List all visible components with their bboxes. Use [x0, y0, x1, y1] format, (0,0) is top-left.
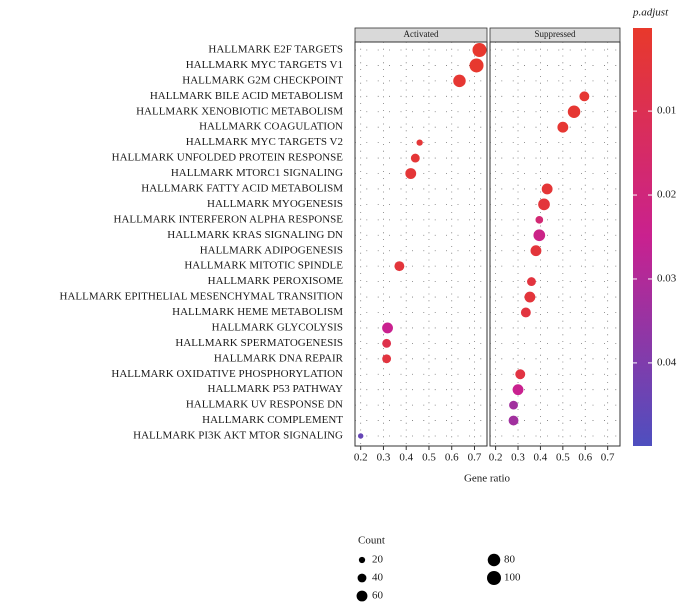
x-tick-label: 0.6: [578, 452, 592, 464]
category-label: HALLMARK E2F TARGETS: [208, 44, 343, 56]
category-label: HALLMARK COAGULATION: [199, 121, 343, 133]
panel-border: [354, 41, 488, 447]
category-label: HALLMARK GLYCOLYSIS: [212, 321, 343, 333]
dot: [520, 307, 531, 318]
category-label: HALLMARK XENOBIOTIC METABOLISM: [136, 105, 343, 117]
dot: [405, 168, 417, 179]
category-label: HALLMARK P53 PATHWAY: [208, 383, 344, 395]
colorbar-label: 0.01: [657, 105, 676, 117]
dot: [508, 415, 519, 426]
dot: [382, 322, 393, 334]
colorbar-label: 0.02: [657, 189, 676, 201]
category-label: HALLMARK COMPLEMENT: [202, 414, 343, 426]
size-legend-label: 100: [504, 572, 521, 584]
x-tick-label: 0.3: [377, 452, 391, 464]
x-tick-label: 0.5: [422, 452, 436, 464]
x-tick-label: 0.6: [445, 452, 459, 464]
dot: [382, 338, 392, 348]
size-legend-title: Count: [358, 535, 385, 547]
colorbar-label: 0.03: [657, 272, 677, 284]
dot: [515, 369, 526, 380]
dot: [512, 384, 524, 396]
x-tick-label: 0.5: [556, 452, 570, 464]
dot: [357, 433, 364, 439]
x-tick-label: 0.4: [399, 452, 413, 464]
category-label: HALLMARK PI3K AKT MTOR SIGNALING: [133, 430, 343, 442]
category-label: HALLMARK DNA REPAIR: [214, 352, 344, 364]
dot: [527, 277, 536, 287]
size-legend-label: 40: [372, 572, 384, 584]
category-label: HALLMARK KRAS SIGNALING DN: [167, 229, 343, 241]
size-legend-label: 20: [372, 554, 384, 566]
strip-label: Activated: [404, 29, 439, 39]
dot: [535, 216, 544, 224]
size-legend-dot: [487, 571, 501, 585]
category-label: HALLMARK MYOGENESIS: [207, 198, 343, 210]
category-label: HALLMARK ADIPOGENESIS: [200, 244, 343, 256]
dot: [567, 105, 581, 119]
size-legend-dot: [357, 573, 367, 583]
dot: [410, 153, 420, 163]
category-label: HALLMARK EPITHELIAL MESENCHYMAL TRANSITI…: [60, 291, 343, 303]
category-label: HALLMARK HEME METABOLISM: [172, 306, 343, 318]
dot: [530, 245, 542, 257]
colorbar-label: 0.04: [657, 356, 677, 368]
panel-border: [489, 41, 621, 447]
dot: [557, 121, 569, 133]
dot: [509, 400, 518, 410]
dot: [472, 43, 487, 57]
dot: [394, 261, 405, 272]
x-tick-label: 0.3: [511, 452, 525, 464]
x-tick-label: 0.7: [601, 452, 615, 464]
x-tick-label: 0.4: [534, 452, 548, 464]
category-label: HALLMARK BILE ACID METABOLISM: [150, 90, 343, 102]
category-label: HALLMARK G2M CHECKPOINT: [182, 74, 343, 86]
category-label: HALLMARK SPERMATOGENESIS: [175, 337, 343, 349]
dot: [453, 74, 466, 88]
size-legend-label: 80: [504, 554, 516, 566]
dot: [416, 139, 423, 146]
strip-label: Suppressed: [535, 29, 576, 39]
category-label: HALLMARK MTORC1 SIGNALING: [171, 167, 343, 179]
category-label: HALLMARK OXIDATIVE PHOSPHORYLATION: [111, 368, 343, 380]
category-label: HALLMARK MYC TARGETS V2: [186, 136, 343, 148]
category-label: HALLMARK FATTY ACID METABOLISM: [141, 182, 343, 194]
dot: [541, 183, 553, 195]
dot: [579, 91, 590, 102]
category-label: HALLMARK INTERFERON ALPHA RESPONSE: [114, 213, 344, 225]
x-axis-label: Gene ratio: [464, 473, 511, 485]
category-label: HALLMARK UNFOLDED PROTEIN RESPONSE: [112, 152, 344, 164]
x-tick-label: 0.7: [468, 452, 482, 464]
size-legend-dot: [358, 556, 366, 564]
dot: [469, 58, 484, 73]
color-legend-title: p.adjust: [632, 7, 669, 19]
x-tick-label: 0.2: [489, 452, 503, 464]
dot: [524, 291, 536, 303]
dot: [538, 198, 550, 211]
colorbar: [633, 28, 652, 446]
category-label: HALLMARK UV RESPONSE DN: [186, 399, 343, 411]
category-label: HALLMARK MYC TARGETS V1: [186, 59, 343, 71]
category-label: HALLMARK MITOTIC SPINDLE: [184, 260, 343, 272]
dot: [533, 229, 546, 242]
size-legend-dot: [356, 590, 368, 602]
size-legend-dot: [487, 553, 501, 567]
x-tick-label: 0.2: [354, 452, 368, 464]
dot: [382, 354, 392, 364]
size-legend-label: 60: [372, 590, 384, 602]
category-label: HALLMARK PEROXISOME: [208, 275, 344, 287]
